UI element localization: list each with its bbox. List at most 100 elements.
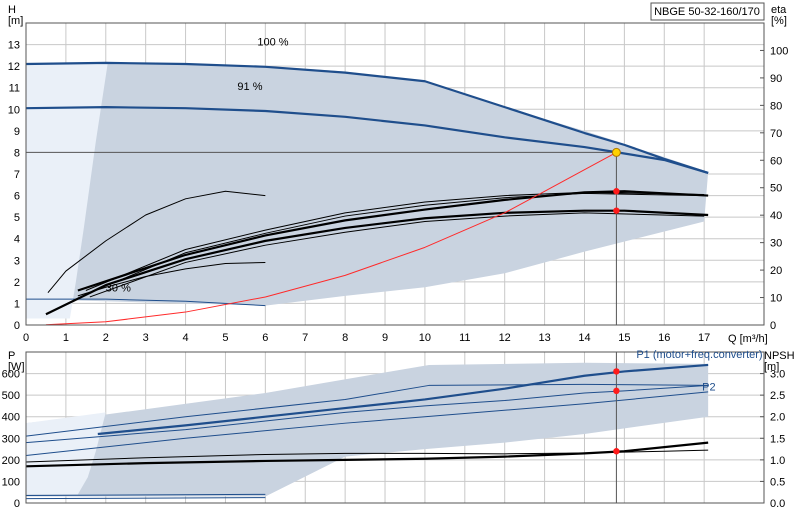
head-y-axis-label: H [m] [8,4,23,27]
x-tick-label: 3 [143,332,149,344]
series-label-2: 30 % [106,283,131,295]
power-y-axis-label: P [W] [8,350,25,373]
power-duty-marker-2 [613,448,620,455]
npsh-tick-label: 1.0 [770,455,785,467]
y-tick-label: 4 [14,234,20,246]
series-line-2 [26,298,266,307]
power-npsh-tick-labels: 0.0 0.5 1.0 1.5 2.0 2.5 3.0 [760,369,785,510]
head-operating-region [26,62,709,319]
y-tick-label: 13 [8,40,20,52]
power-series-group [25,363,709,500]
series-label-0: P1 (motor+freq.converter) [636,349,762,361]
series-line-6 [25,493,266,496]
series-label-1: P2 [702,381,715,393]
x-tick-label: 17 [698,332,710,344]
y-tick-label: 3 [14,255,20,267]
series-line-3 [25,391,709,457]
power-y-tick-labels: 0 100 200 300 400 500 600 [2,369,20,510]
head-x-tick-labels: 0 1 2 3 4 5 6 7 8 9 10 11 12 13 14 15 16 17 [23,332,710,344]
low-flow-region-fill [26,412,106,495]
eta-tick-label: 20 [770,265,782,277]
series-line-5 [25,441,709,468]
series-label-0: 100 % [257,37,288,49]
x-tick-label: 0 [23,332,29,344]
x-tick-label: 14 [578,332,590,344]
series-label-1: 91 % [237,81,262,93]
eta-tick-label: 70 [770,128,782,140]
power-plot-frame [25,351,765,504]
head-curve-panel: 0 1 2 3 4 5 6 7 8 9 10 11 12 13 14 15 16 17 0123456789101… [8,2,788,345]
y-tick-label: 11 [9,83,20,95]
series-line-8 [77,190,709,292]
y-tick-label: 10 [8,104,20,116]
head-eta-axis-label: eta [%] [771,4,787,27]
series-line-0 [97,363,709,436]
series-line-10 [45,151,617,326]
operating-point-marker [611,147,621,157]
y-tick-label: 9 [14,126,20,138]
head-markers-group [26,147,621,325]
series-line-3 [47,190,266,293]
eta-tick-label: 40 [770,210,782,222]
head-eta-tick-labels: 0 10 20 30 40 50 60 70 80 90 100 [760,45,788,332]
y-tick-label: 6 [14,191,20,203]
x-tick-label: 16 [658,332,670,344]
eta-tick-label: 60 [770,155,782,167]
power-duty-marker-0 [613,368,620,375]
power-duty-marker-1 [613,387,620,395]
y-tick-label: 100 [2,476,20,488]
y-tick-label: 0 [14,498,20,510]
y-tick-label: 300 [2,433,20,445]
x-tick-label: 12 [499,332,511,344]
eta-tick-label: 100 [770,45,788,57]
y-tick-label: 8 [14,147,20,159]
head-series-group [25,61,709,326]
npsh-tick-label: 0.5 [770,476,785,488]
power-curve-panel: 0 100 200 300 400 500 600 0.0 0.5 1.0 1.5 2.0 2.5 3.… [2,349,795,510]
eta-tick-label: 80 [770,100,782,112]
series-line-4 [25,449,709,463]
eta-tick-label: 0 [770,320,776,332]
x-tick-label: 7 [302,332,308,344]
series-line-2 [25,383,709,437]
y-tick-label: 0 [14,320,20,332]
low-flow-region-fill [26,62,108,319]
x-tick-label: 2 [103,332,109,344]
y-tick-label: 12 [8,61,20,73]
npsh-tick-label: 3.0 [770,369,785,381]
eta-tick-label: 10 [770,293,782,305]
x-tick-label: 9 [382,332,388,344]
operating-region-fill [26,362,709,497]
y-tick-label: 5 [14,212,20,224]
npsh-axis-label: NPSH [m] [764,350,795,373]
duty-point-marker-2 [613,207,620,214]
eta-tick-label: 50 [770,183,782,195]
y-tick-label: 400 [2,412,20,424]
npsh-tick-label: 1.5 [770,433,785,445]
x-tick-label: 1 [63,332,69,344]
x-tick-label: 6 [262,332,268,344]
series-line-9 [89,212,705,298]
x-tick-label: 10 [419,332,431,344]
head-series-labels: 100 % 91 % 30 % [106,37,289,295]
x-tick-label: 4 [183,332,189,344]
y-tick-label: 500 [2,390,20,402]
head-x-axis-label: Q [m³/h] [728,333,768,345]
series-line-1 [25,106,709,174]
series-line-7 [45,209,709,316]
x-tick-label: 5 [222,332,228,344]
head-plot-frame [25,22,765,326]
npsh-tick-label: 0.0 [770,498,785,510]
series-line-4 [77,261,266,297]
y-tick-label: 1 [14,298,20,310]
series-line-0 [25,61,709,174]
y-tick-label: 2 [14,277,20,289]
x-tick-label: 8 [342,332,348,344]
series-line-1 [25,384,709,444]
y-tick-label: 7 [14,169,20,181]
x-tick-label: 15 [618,332,630,344]
series-line-7 [25,497,266,500]
eta-tick-label: 30 [770,238,782,250]
